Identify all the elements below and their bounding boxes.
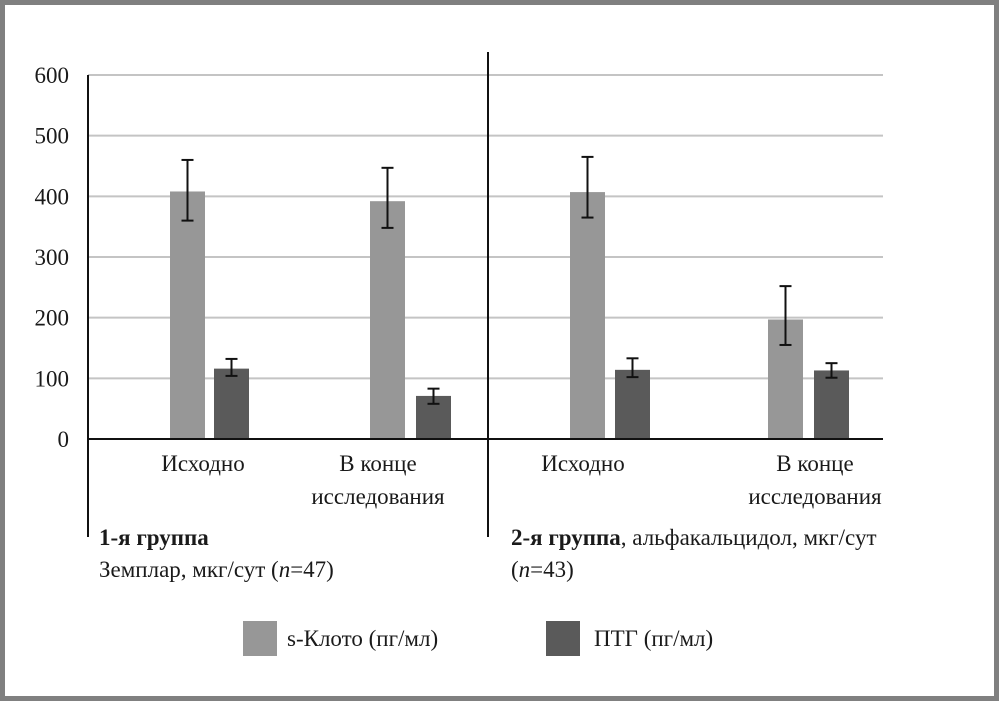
y-tick-label: 0 — [58, 427, 70, 452]
y-tick-label: 500 — [35, 124, 70, 149]
legend-swatch — [546, 621, 580, 656]
group-label: 1-я группа — [99, 525, 209, 550]
bar-klotho — [570, 192, 605, 439]
error-bars — [181, 155, 838, 405]
bar-klotho — [170, 191, 205, 439]
y-tick-label: 300 — [35, 245, 70, 270]
bar-pth — [214, 368, 249, 439]
group-label-line2: Земплар, мкг/сут (n=47) — [99, 557, 334, 582]
y-tick-label: 600 — [35, 63, 70, 88]
category-label: В конце — [776, 451, 853, 476]
bar-chart: 0 100 200 300 400 500 600 Исходно В конце исслед… — [35, 52, 883, 656]
category-label-line2: исследования — [311, 484, 445, 509]
bars — [170, 191, 849, 439]
category-label: В конце — [339, 451, 416, 476]
group-label: 2-я группа, альфакальцидол, мкг/сут — [511, 525, 877, 550]
group-label-line2: (n=43) — [511, 557, 574, 582]
grid-lines — [88, 74, 883, 380]
y-tick-label: 100 — [35, 366, 70, 391]
group-label-n: n — [279, 557, 291, 582]
bar-pth — [615, 369, 650, 439]
group-label-line2-pre: ( — [511, 557, 519, 582]
legend: s-Клото (пг/мл) ПТГ (пг/мл) — [243, 621, 713, 656]
y-tick-label: 200 — [35, 306, 70, 331]
y-tick-labels: 0 100 200 300 400 500 600 — [35, 63, 70, 452]
group-label-line2-pre: Земплар, мкг/сут ( — [99, 557, 279, 582]
category-labels: Исходно В конце исследования Исходно В конце… — [161, 451, 882, 509]
group-label-bold: 1-я группа — [99, 525, 209, 550]
legend-label: s-Клото (пг/мл) — [287, 626, 438, 651]
y-tick-label: 400 — [35, 184, 70, 209]
legend-label: ПТГ (пг/мл) — [594, 626, 713, 651]
group-label-line2-post: =47) — [290, 557, 334, 582]
bar-pth — [814, 370, 849, 439]
group-label-rest: , альфакальцидол, мкг/сут — [621, 525, 877, 550]
axes — [87, 52, 883, 537]
group-label-n: n — [519, 557, 531, 582]
category-label-line2: исследования — [748, 484, 882, 509]
bar-klotho — [370, 201, 405, 439]
group-label-line2-post: =43) — [530, 557, 574, 582]
category-label: Исходно — [161, 451, 245, 476]
category-label: Исходно — [541, 451, 625, 476]
legend-swatch — [243, 621, 277, 656]
group-label-bold: 2-я группа — [511, 525, 621, 550]
